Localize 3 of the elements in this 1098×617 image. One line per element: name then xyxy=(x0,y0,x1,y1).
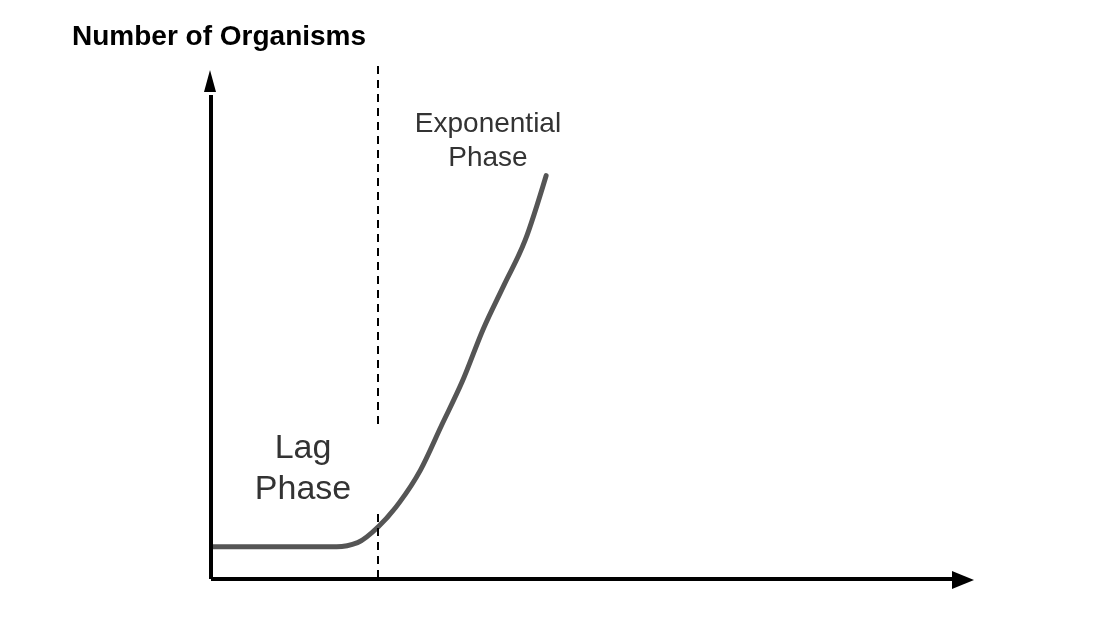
y-axis-title: Number of Organisms xyxy=(72,20,367,52)
text: Exponential Phase xyxy=(388,106,588,174)
annotation: Lag Phase xyxy=(223,426,383,508)
